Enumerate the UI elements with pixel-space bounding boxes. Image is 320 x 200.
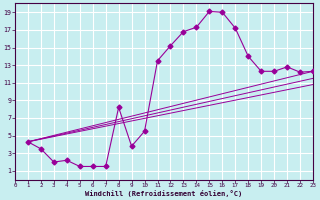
X-axis label: Windchill (Refroidissement éolien,°C): Windchill (Refroidissement éolien,°C): [85, 190, 243, 197]
